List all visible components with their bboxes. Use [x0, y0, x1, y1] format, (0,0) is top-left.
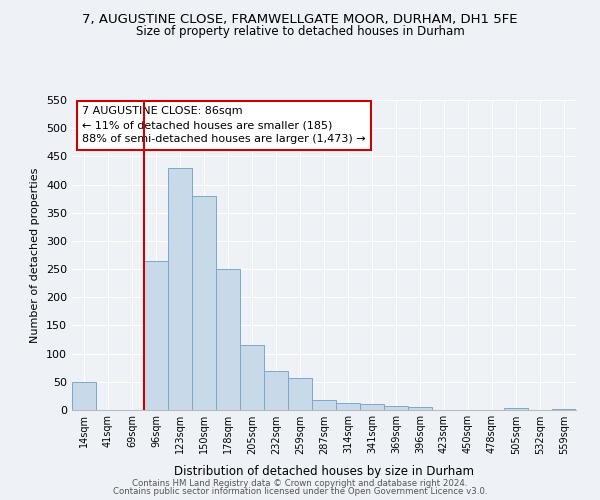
Bar	[168, 168, 192, 410]
Text: Contains public sector information licensed under the Open Government Licence v3: Contains public sector information licen…	[113, 487, 487, 496]
Bar	[336, 403, 360, 410]
Text: Contains HM Land Registry data © Crown copyright and database right 2024.: Contains HM Land Registry data © Crown c…	[132, 478, 468, 488]
Bar	[552, 409, 576, 410]
Bar	[312, 400, 336, 410]
Bar	[72, 382, 96, 410]
Text: 7, AUGUSTINE CLOSE, FRAMWELLGATE MOOR, DURHAM, DH1 5FE: 7, AUGUSTINE CLOSE, FRAMWELLGATE MOOR, D…	[82, 12, 518, 26]
Bar	[216, 269, 240, 410]
Bar	[384, 406, 408, 410]
Bar	[192, 196, 216, 410]
Bar	[408, 407, 432, 410]
Bar	[240, 345, 264, 410]
Bar	[144, 260, 168, 410]
Bar	[264, 370, 288, 410]
Bar	[360, 404, 384, 410]
Bar	[504, 408, 528, 410]
Y-axis label: Number of detached properties: Number of detached properties	[31, 168, 40, 342]
X-axis label: Distribution of detached houses by size in Durham: Distribution of detached houses by size …	[174, 464, 474, 477]
Bar	[288, 378, 312, 410]
Text: Size of property relative to detached houses in Durham: Size of property relative to detached ho…	[136, 25, 464, 38]
Text: 7 AUGUSTINE CLOSE: 86sqm
← 11% of detached houses are smaller (185)
88% of semi-: 7 AUGUSTINE CLOSE: 86sqm ← 11% of detach…	[82, 106, 366, 144]
